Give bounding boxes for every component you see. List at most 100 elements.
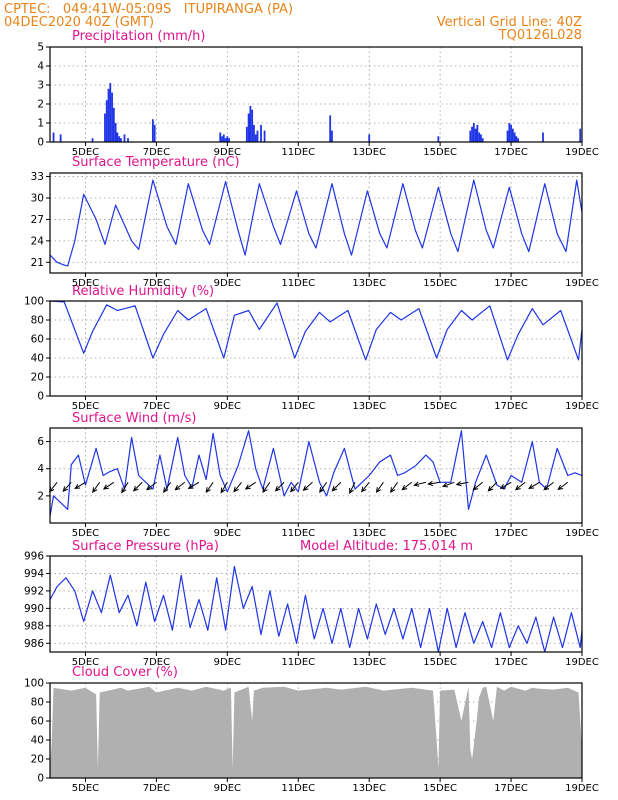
wind-arrow bbox=[220, 482, 228, 494]
rh-xtick-label: 17DEC bbox=[494, 401, 528, 412]
wind-arrow bbox=[349, 482, 356, 495]
pressure-ytick-label: 992 bbox=[24, 585, 44, 597]
wind-frame bbox=[49, 427, 583, 524]
precip-bar bbox=[120, 138, 122, 142]
precip-xtick-label: 7DEC bbox=[143, 147, 170, 158]
wind-ytick-label: 2 bbox=[37, 490, 44, 502]
precip-xtick-label: 11DEC bbox=[281, 147, 315, 158]
pressure-frame bbox=[49, 555, 583, 653]
precip-bar bbox=[579, 128, 582, 142]
precip-bar bbox=[127, 138, 129, 142]
wind-xtick-label: 9DEC bbox=[214, 528, 241, 539]
wind-arrow bbox=[74, 481, 86, 490]
cloud-title: Cloud Cover (%) bbox=[72, 665, 178, 680]
temp-xtick-label: 13DEC bbox=[352, 278, 386, 289]
precip-bar bbox=[471, 126, 473, 142]
wind-arrow bbox=[360, 481, 370, 493]
pressure-title: Surface Pressure (hPa) bbox=[72, 539, 219, 554]
precip-bar bbox=[114, 123, 117, 142]
temp-ytick-label: 24 bbox=[31, 235, 45, 247]
wind-xtick-label: 7DEC bbox=[143, 528, 170, 539]
cloud-ytick-label: 60 bbox=[31, 716, 44, 728]
precip-bar bbox=[107, 88, 110, 142]
precip-bar bbox=[331, 130, 333, 142]
cloud-ytick-label: 100 bbox=[24, 678, 44, 690]
cloud-xtick-label: 7DEC bbox=[143, 783, 170, 794]
wind-xtick-label: 5DEC bbox=[72, 528, 99, 539]
wind-arrow bbox=[62, 481, 72, 493]
cloud-ytick-label: 0 bbox=[37, 773, 44, 785]
temp-title: Surface Temperature (nC) bbox=[72, 155, 240, 170]
precip-bar bbox=[437, 136, 440, 142]
rh-ytick-label: 40 bbox=[31, 353, 44, 365]
pressure-xtick-label: 5DEC bbox=[72, 657, 99, 668]
temp-xtick-label: 9DEC bbox=[214, 278, 241, 289]
precip-xtick-label: 9DEC bbox=[214, 147, 241, 158]
wind-arrow bbox=[319, 481, 328, 494]
pressure-ytick-label: 988 bbox=[24, 620, 44, 632]
precip-bar bbox=[513, 132, 516, 142]
precip-bar bbox=[263, 130, 266, 142]
precip-bar bbox=[515, 136, 518, 142]
rh-xtick-label: 13DEC bbox=[352, 401, 386, 412]
precip-bar bbox=[542, 132, 544, 142]
wind-arrow bbox=[427, 480, 441, 487]
precip-frame bbox=[49, 46, 583, 143]
wind-arrow bbox=[121, 482, 129, 494]
precip-bar bbox=[256, 130, 259, 142]
header-right-line1: Vertical Grid Line: 40Z bbox=[436, 15, 582, 30]
precip-bar bbox=[112, 107, 115, 142]
wind-arrow bbox=[514, 481, 526, 491]
precip-bar bbox=[52, 132, 55, 142]
header-left-line1: CPTEC: 049:41W-05:09S ITUPIRANGA (PA) bbox=[4, 2, 294, 17]
precip-bar bbox=[472, 123, 475, 142]
temp-series-line bbox=[49, 179, 583, 267]
rh-title: Relative Humidity (%) bbox=[72, 284, 215, 299]
precip-bar bbox=[104, 113, 106, 142]
temp-xtick-label: 11DEC bbox=[281, 278, 315, 289]
pressure-xtick-label: 9DEC bbox=[214, 657, 241, 668]
wind-panel: 2 4 6 5DEC 7DEC 9DEC 11DEC 13DEC 15DEC 17DEC 19DEC bbox=[37, 427, 599, 539]
precip-ytick-label: 0 bbox=[37, 137, 44, 149]
wind-arrow bbox=[499, 481, 512, 490]
wind-arrow bbox=[487, 481, 498, 492]
precip-bar bbox=[118, 136, 121, 142]
wind-arrow bbox=[132, 481, 143, 492]
rh-xtick-label: 9DEC bbox=[214, 401, 241, 412]
cloud-xtick-label: 15DEC bbox=[423, 783, 457, 794]
precip-bar bbox=[221, 136, 223, 142]
precip-ytick-label: 3 bbox=[37, 80, 44, 92]
cloud-ytick-label: 20 bbox=[31, 754, 44, 766]
wind-arrow bbox=[205, 481, 214, 494]
precip-xtick-label: 13DEC bbox=[352, 147, 386, 158]
wind-title: Surface Wind (m/s) bbox=[72, 411, 197, 426]
precip-bar bbox=[219, 132, 222, 142]
wind-ytick-label: 6 bbox=[37, 436, 44, 448]
wind-arrow bbox=[262, 481, 271, 494]
precip-bar bbox=[474, 128, 477, 142]
precip-bar bbox=[510, 124, 512, 142]
temp-xtick-label: 7DEC bbox=[143, 278, 170, 289]
precip-bar bbox=[254, 134, 257, 142]
rh-xtick-label: 5DEC bbox=[72, 401, 99, 412]
wind-arrow bbox=[441, 481, 455, 488]
wind-ytick-label: 4 bbox=[37, 463, 44, 475]
cloud-ytick-label: 40 bbox=[31, 735, 44, 747]
rh-panel: 0 20 40 60 80 100 5DEC 7DEC 9DEC 11DEC 13DEC 15DEC 1… bbox=[24, 296, 599, 413]
cloud-panel: 0 20 40 60 80 100 5DEC 7DEC 9DEC 11DEC 13DEC 15DEC 1… bbox=[24, 678, 599, 795]
temp-ytick-label: 21 bbox=[31, 257, 44, 269]
rh-ytick-label: 100 bbox=[24, 296, 44, 308]
wind-xtick-label: 13DEC bbox=[352, 528, 386, 539]
precip-bar bbox=[151, 119, 154, 142]
header-right-line2: TQ0126L028 bbox=[498, 28, 582, 43]
precip-bar bbox=[105, 100, 108, 142]
rh-xtick-label: 7DEC bbox=[143, 401, 170, 412]
wind-arrow bbox=[290, 481, 299, 493]
header-left-line2: 04DEC2020 40Z (GMT) bbox=[4, 15, 155, 30]
wind-arrow bbox=[48, 481, 58, 493]
precip-panel: 0 1 2 3 4 5 5DEC 7DEC 9DEC 11DEC 13DEC 15DEC 17DEC 19… bbox=[37, 42, 599, 159]
rh-ytick-label: 60 bbox=[31, 334, 44, 346]
precip-bar bbox=[222, 134, 225, 142]
precip-bar bbox=[329, 115, 332, 142]
